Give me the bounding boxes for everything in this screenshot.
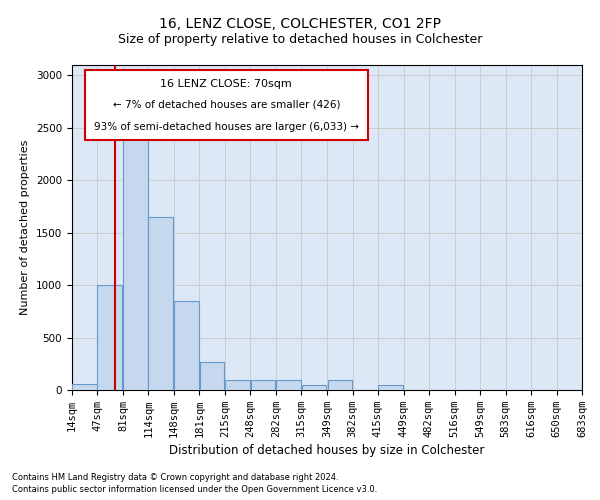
Bar	[277, 380, 301, 390]
FancyBboxPatch shape	[85, 70, 368, 140]
X-axis label: Distribution of detached houses by size in Colchester: Distribution of detached houses by size …	[169, 444, 485, 457]
Text: Size of property relative to detached houses in Colchester: Size of property relative to detached ho…	[118, 32, 482, 46]
Text: ← 7% of detached houses are smaller (426): ← 7% of detached houses are smaller (426…	[113, 100, 340, 110]
Bar	[251, 380, 275, 390]
Text: 16, LENZ CLOSE, COLCHESTER, CO1 2FP: 16, LENZ CLOSE, COLCHESTER, CO1 2FP	[159, 18, 441, 32]
Text: 93% of semi-detached houses are larger (6,033) →: 93% of semi-detached houses are larger (…	[94, 122, 359, 132]
Text: Contains public sector information licensed under the Open Government Licence v3: Contains public sector information licen…	[12, 485, 377, 494]
Text: 16 LENZ CLOSE: 70sqm: 16 LENZ CLOSE: 70sqm	[160, 79, 292, 89]
Text: Contains HM Land Registry data © Crown copyright and database right 2024.: Contains HM Land Registry data © Crown c…	[12, 472, 338, 482]
Bar	[123, 133, 148, 390]
Bar	[328, 380, 352, 390]
Bar	[148, 217, 173, 390]
Bar	[199, 362, 224, 390]
Bar	[226, 380, 250, 390]
Y-axis label: Number of detached properties: Number of detached properties	[20, 140, 31, 315]
Bar	[175, 301, 199, 390]
Bar	[72, 384, 97, 390]
Bar	[97, 285, 122, 390]
Bar	[378, 385, 403, 390]
Bar	[302, 385, 326, 390]
